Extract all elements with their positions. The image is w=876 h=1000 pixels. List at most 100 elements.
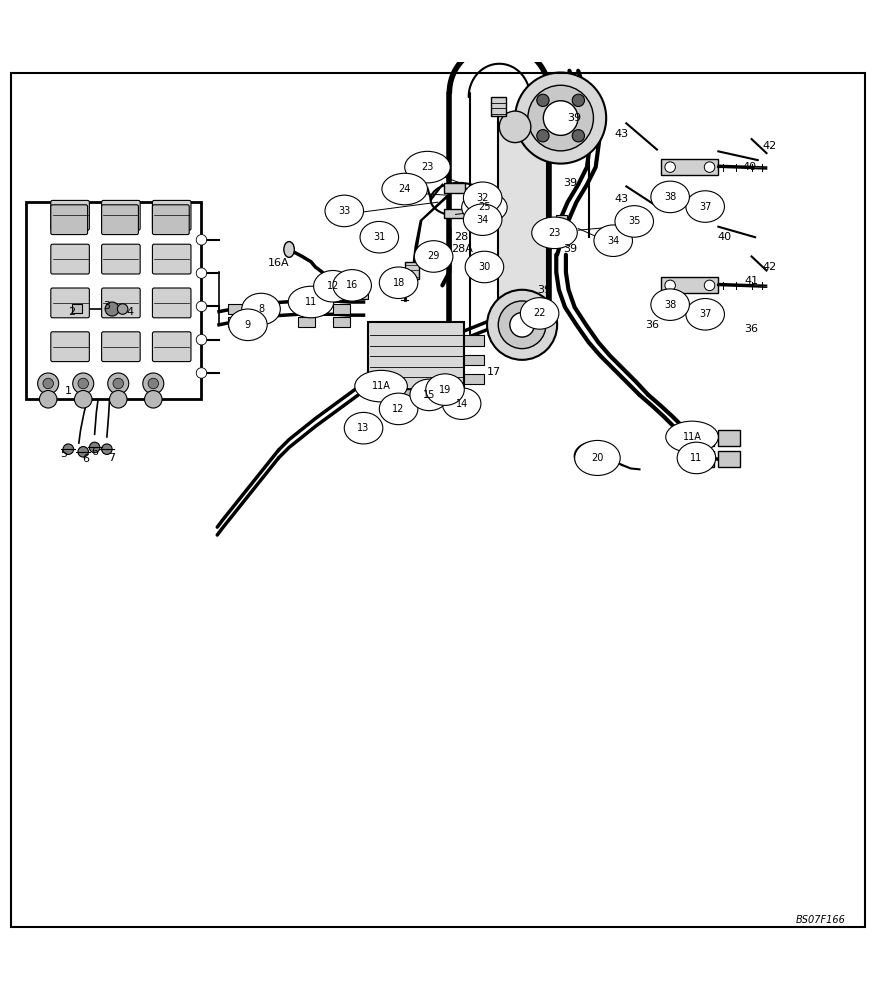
FancyBboxPatch shape — [464, 335, 484, 346]
Ellipse shape — [686, 191, 724, 222]
Circle shape — [196, 235, 207, 245]
Text: 11A: 11A — [682, 432, 702, 442]
Text: 11A: 11A — [371, 381, 391, 391]
Ellipse shape — [666, 421, 718, 453]
Ellipse shape — [463, 182, 502, 214]
Text: 38: 38 — [664, 300, 676, 310]
Text: 6: 6 — [91, 447, 98, 457]
Ellipse shape — [229, 309, 267, 341]
FancyBboxPatch shape — [661, 159, 718, 175]
Circle shape — [480, 256, 498, 273]
Text: 7: 7 — [109, 453, 116, 463]
Circle shape — [89, 442, 100, 453]
FancyBboxPatch shape — [245, 304, 263, 314]
Circle shape — [105, 302, 119, 316]
Circle shape — [39, 390, 57, 408]
FancyBboxPatch shape — [102, 200, 140, 230]
Ellipse shape — [410, 379, 449, 411]
FancyBboxPatch shape — [464, 355, 484, 365]
Text: 34: 34 — [607, 236, 619, 246]
Ellipse shape — [414, 241, 453, 272]
Circle shape — [108, 373, 129, 394]
Ellipse shape — [405, 151, 450, 183]
Text: 23: 23 — [548, 228, 561, 238]
FancyBboxPatch shape — [228, 304, 245, 314]
Text: 1: 1 — [65, 385, 72, 395]
Circle shape — [43, 378, 53, 389]
Text: 37: 37 — [699, 202, 711, 212]
Text: 6: 6 — [82, 454, 89, 464]
Text: 43: 43 — [615, 129, 629, 139]
Ellipse shape — [462, 192, 507, 223]
Text: 16A: 16A — [268, 258, 289, 268]
Text: 34: 34 — [477, 215, 489, 225]
Circle shape — [73, 373, 94, 394]
FancyBboxPatch shape — [228, 317, 245, 327]
Ellipse shape — [651, 181, 689, 213]
Ellipse shape — [288, 286, 334, 318]
Ellipse shape — [463, 204, 502, 235]
Text: 14: 14 — [456, 399, 468, 409]
Ellipse shape — [382, 173, 427, 205]
Ellipse shape — [284, 242, 294, 257]
Text: 42: 42 — [762, 141, 776, 151]
FancyBboxPatch shape — [245, 317, 263, 327]
Text: 43: 43 — [615, 194, 629, 204]
Ellipse shape — [520, 298, 559, 329]
Text: 5: 5 — [60, 449, 67, 459]
Text: 30: 30 — [478, 262, 491, 272]
FancyBboxPatch shape — [357, 283, 368, 299]
Text: 37: 37 — [699, 309, 711, 319]
Circle shape — [704, 162, 715, 172]
Text: 3: 3 — [103, 301, 110, 311]
FancyBboxPatch shape — [26, 202, 201, 399]
Ellipse shape — [442, 388, 481, 419]
Text: BS07F166: BS07F166 — [795, 915, 845, 925]
Circle shape — [498, 301, 546, 349]
Ellipse shape — [344, 412, 383, 444]
Circle shape — [196, 268, 207, 278]
FancyBboxPatch shape — [533, 307, 547, 316]
Circle shape — [515, 73, 606, 164]
FancyBboxPatch shape — [102, 205, 138, 235]
Circle shape — [429, 245, 447, 263]
Text: 36: 36 — [646, 320, 660, 330]
Ellipse shape — [379, 267, 418, 299]
Ellipse shape — [677, 442, 716, 474]
Circle shape — [113, 378, 124, 389]
FancyBboxPatch shape — [444, 209, 465, 218]
FancyBboxPatch shape — [152, 244, 191, 274]
FancyBboxPatch shape — [298, 317, 315, 327]
Text: 11: 11 — [305, 297, 317, 307]
Circle shape — [537, 130, 549, 142]
FancyBboxPatch shape — [102, 244, 140, 274]
Circle shape — [487, 290, 557, 360]
FancyBboxPatch shape — [333, 304, 350, 314]
FancyBboxPatch shape — [491, 97, 506, 116]
Text: 25: 25 — [478, 202, 491, 212]
FancyBboxPatch shape — [661, 277, 718, 293]
Circle shape — [665, 162, 675, 172]
Circle shape — [145, 390, 162, 408]
Text: 42: 42 — [762, 262, 776, 272]
FancyBboxPatch shape — [102, 288, 140, 318]
Circle shape — [510, 313, 534, 337]
Ellipse shape — [465, 251, 504, 283]
FancyBboxPatch shape — [498, 115, 547, 325]
Circle shape — [543, 101, 578, 135]
Text: 15: 15 — [423, 390, 435, 400]
FancyBboxPatch shape — [692, 430, 714, 446]
Circle shape — [665, 280, 675, 291]
Text: 33: 33 — [338, 206, 350, 216]
Circle shape — [117, 304, 128, 314]
Text: 16: 16 — [346, 280, 358, 290]
FancyBboxPatch shape — [152, 205, 189, 235]
Circle shape — [78, 378, 88, 389]
FancyBboxPatch shape — [718, 451, 740, 467]
Circle shape — [704, 280, 715, 291]
Text: 40: 40 — [717, 232, 731, 242]
FancyBboxPatch shape — [51, 332, 89, 362]
Ellipse shape — [333, 270, 371, 301]
FancyBboxPatch shape — [51, 288, 89, 318]
Text: 12: 12 — [392, 404, 405, 414]
